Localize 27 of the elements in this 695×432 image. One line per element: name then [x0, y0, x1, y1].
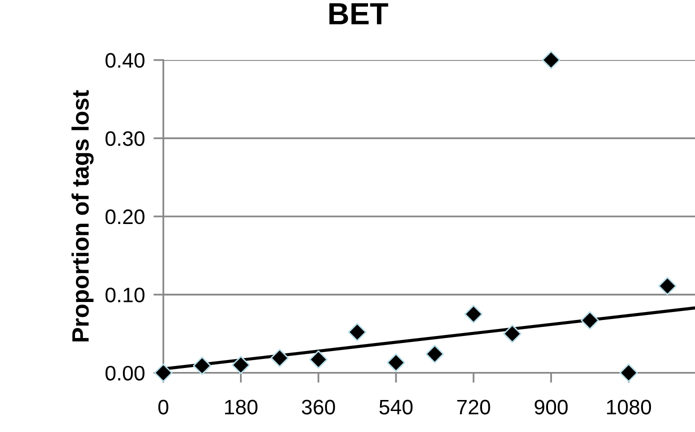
point — [348, 322, 366, 342]
point — [464, 304, 483, 324]
x-tick-label: 360 — [302, 400, 335, 415]
point — [192, 356, 212, 375]
x-tick-label: 180 — [225, 400, 258, 415]
y-axis-title: Proportion of tags lost — [72, 90, 94, 342]
point — [270, 348, 289, 368]
x-tick-label: 1080 — [607, 400, 652, 415]
point — [309, 350, 328, 369]
point — [619, 364, 638, 382]
chart-title: BET — [329, 3, 388, 24]
point — [658, 276, 677, 296]
y-tick-label: 0.30 — [106, 131, 144, 146]
point — [542, 50, 560, 70]
x-tick-label: 720 — [457, 400, 490, 415]
point — [232, 356, 250, 374]
point — [503, 324, 522, 343]
point — [386, 353, 406, 372]
x-tick-label: 900 — [534, 400, 568, 415]
point — [580, 311, 600, 330]
point — [426, 344, 444, 364]
x-tick-label: 540 — [379, 400, 413, 415]
y-tick-label: 0.20 — [106, 209, 144, 224]
y-tick-label: 0.00 — [106, 366, 144, 381]
y-tick-label: 0.10 — [106, 288, 144, 302]
y-tick-label: 0.40 — [106, 53, 144, 68]
x-tick-label: 0 — [158, 400, 168, 415]
